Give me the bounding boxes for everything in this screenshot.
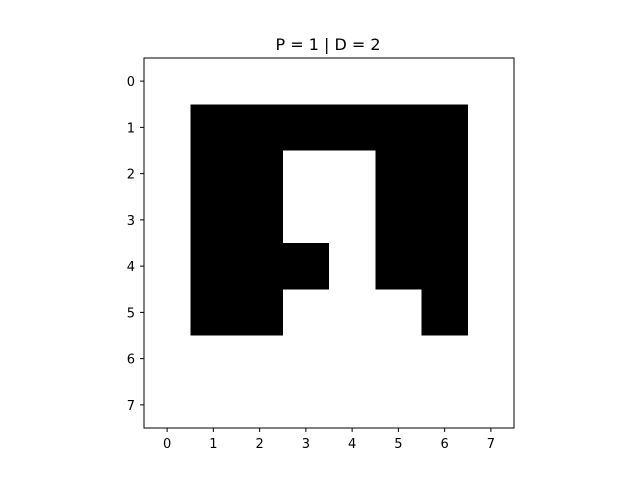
- heatmap-cell: [467, 381, 515, 429]
- heatmap-cell: [421, 104, 469, 151]
- x-tick-label: 6: [440, 437, 448, 452]
- x-tick-label: 5: [394, 437, 402, 452]
- y-axis: 0 1 2 3 4 5 6 7: [127, 75, 144, 414]
- heatmap-cell: [421, 335, 469, 383]
- heatmap-cell: [467, 335, 515, 383]
- x-tick-label: 2: [255, 437, 263, 452]
- x-axis: 0 1 2 3 4 5 6 7: [163, 428, 495, 452]
- y-tick-label: 6: [127, 353, 135, 368]
- heatmap-cell: [282, 150, 330, 198]
- chart-title: P = 1 | D = 2: [275, 35, 380, 54]
- heatmap-cell: [329, 196, 376, 244]
- heatmap-cell: [329, 150, 376, 198]
- heatmap-cell: [236, 243, 284, 290]
- heatmap-cell: [282, 243, 330, 290]
- y-tick-label: 4: [127, 260, 135, 275]
- heatmap-cell: [375, 381, 422, 429]
- heatmap-cell: [282, 289, 330, 336]
- heatmap-cell: [282, 104, 330, 151]
- x-tick-label: 0: [163, 437, 171, 452]
- heatmap-cell: [375, 289, 422, 336]
- heatmap-cell: [236, 289, 284, 336]
- y-tick-label: 5: [127, 306, 135, 321]
- y-tick-label: 1: [127, 121, 135, 136]
- heatmap-cell: [190, 150, 237, 198]
- heatmap-cell: [375, 196, 422, 244]
- heatmap-cell: [190, 335, 237, 383]
- heatmap-cell: [236, 104, 284, 151]
- heatmap-cell: [282, 58, 330, 105]
- heatmap-cell: [236, 196, 284, 244]
- heatmap-cell: [421, 58, 469, 105]
- heatmap-cell: [236, 381, 284, 429]
- heatmap-cell: [329, 243, 376, 290]
- heatmap-cell: [282, 196, 330, 244]
- heatmap-cell: [421, 150, 469, 198]
- heatmap-cell: [282, 335, 330, 383]
- heatmap-cell: [190, 58, 237, 105]
- heatmap-cell: [144, 104, 191, 151]
- x-tick-label: 4: [348, 437, 356, 452]
- heatmap-cell: [421, 243, 469, 290]
- heatmap-cell: [421, 381, 469, 429]
- heatmap-cell: [421, 289, 469, 336]
- heatmap-cell: [467, 58, 515, 105]
- heatmap-cell: [375, 150, 422, 198]
- y-tick-label: 3: [127, 214, 135, 229]
- heatmap-cell: [467, 150, 515, 198]
- heatmap-cell: [467, 104, 515, 151]
- heatmap-cell: [190, 289, 237, 336]
- heatmap-cell: [467, 196, 515, 244]
- heatmap-cell: [467, 289, 515, 336]
- heatmap-cell: [329, 381, 376, 429]
- heatmap-cell: [190, 243, 237, 290]
- heatmap-cell: [144, 196, 191, 244]
- heatmap-cell: [144, 335, 191, 383]
- heatmap-cell: [375, 243, 422, 290]
- heatmap-cell: [329, 104, 376, 151]
- heatmap-cell: [190, 381, 237, 429]
- heatmap-cell: [329, 289, 376, 336]
- heatmap-cell: [375, 58, 422, 105]
- heatmap-cell: [467, 243, 515, 290]
- y-tick-label: 7: [127, 399, 135, 414]
- x-tick-label: 1: [209, 437, 217, 452]
- heatmap-cell: [421, 196, 469, 244]
- heatmap-cell: [144, 381, 191, 429]
- heatmap-cell: [282, 381, 330, 429]
- y-tick-label: 2: [127, 168, 135, 183]
- heatmap-cell: [144, 289, 191, 336]
- y-tick-label: 0: [127, 75, 135, 90]
- heatmap-cell: [144, 150, 191, 198]
- heatmap-cell: [329, 335, 376, 383]
- heatmap-cell: [144, 243, 191, 290]
- heatmap-cell: [144, 58, 191, 105]
- heatmap-cell: [190, 196, 237, 244]
- heatmap-cell: [375, 104, 422, 151]
- heatmap-cell: [236, 58, 284, 105]
- heatmap-cell: [236, 335, 284, 383]
- heatmap-cells: [144, 58, 515, 429]
- heatmap-cell: [190, 104, 237, 151]
- x-tick-label: 3: [302, 437, 310, 452]
- x-tick-label: 7: [487, 437, 495, 452]
- heatmap-cell: [329, 58, 376, 105]
- heatmap-cell: [375, 335, 422, 383]
- axes-frame: [143, 57, 515, 429]
- heatmap-cell: [236, 150, 284, 198]
